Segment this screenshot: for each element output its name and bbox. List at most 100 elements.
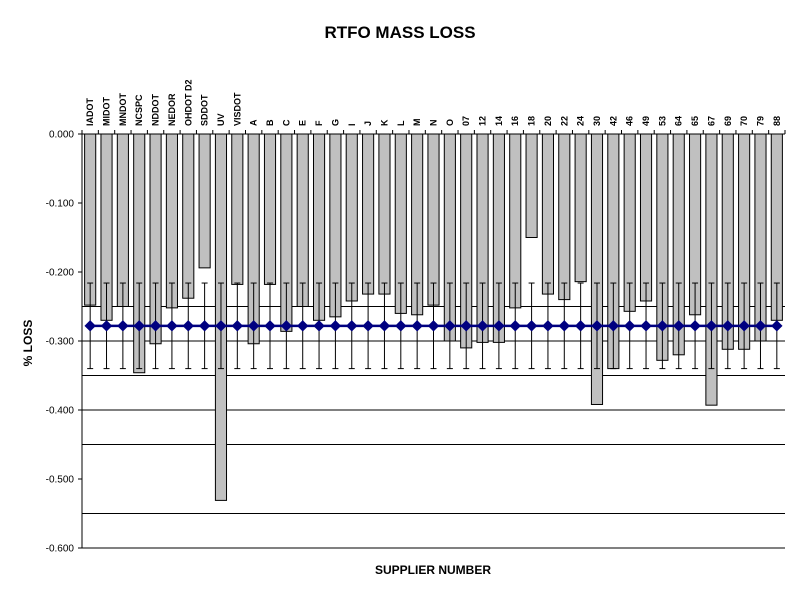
axes: 0.000 -0.100 -0.200 -0.300 -0.400 -0.500 -0.60…: [46, 130, 786, 555]
mean-marker: [640, 320, 652, 332]
mean-marker: [395, 320, 407, 332]
bar: [541, 133, 555, 295]
category-label: 12: [478, 116, 488, 126]
category-label: 22: [559, 116, 569, 126]
mean-marker: [378, 320, 391, 332]
category-label: O: [445, 119, 455, 126]
category-label: NCSPC: [134, 94, 144, 126]
mean-marker: [247, 320, 260, 332]
category-label: 49: [641, 116, 651, 126]
category-label: 88: [772, 116, 782, 126]
bars: [84, 133, 783, 501]
mean-marker: [182, 320, 194, 332]
bar: [639, 133, 653, 302]
y-tick-label: 0.000: [49, 130, 74, 141]
mean-marker: [149, 320, 162, 332]
mean-marker: [166, 320, 178, 332]
category-label: 07: [461, 116, 471, 126]
category-label: 30: [592, 116, 602, 126]
bar: [525, 133, 538, 238]
chart-title: RTFO MASS LOSS: [324, 23, 475, 42]
mean-marker: [542, 320, 554, 332]
mean-marker: [623, 320, 636, 332]
category-label: 64: [674, 116, 684, 126]
mean-series: [84, 282, 783, 370]
mean-marker: [133, 320, 145, 332]
bar: [296, 133, 309, 307]
category-label: MIDOT: [102, 97, 112, 126]
mean-marker: [411, 320, 423, 332]
mean-marker: [117, 320, 129, 332]
mean-marker: [329, 320, 342, 332]
category-label: N: [429, 120, 439, 127]
category-label: NDDOT: [151, 94, 161, 126]
category-label: A: [249, 119, 259, 126]
category-label: 24: [576, 116, 586, 126]
category-label: 16: [510, 116, 520, 126]
category-label: 79: [755, 116, 765, 126]
bar: [182, 133, 195, 299]
category-label: F: [314, 120, 324, 126]
bar: [263, 133, 277, 285]
category-label: MNDOT: [118, 93, 128, 126]
bar: [84, 133, 97, 306]
mean-marker: [525, 320, 538, 332]
mean-marker: [509, 320, 521, 332]
category-label: 46: [625, 116, 635, 126]
mean-marker: [738, 320, 750, 332]
bar: [198, 133, 211, 269]
category-label: 69: [723, 116, 733, 126]
bar: [345, 133, 358, 302]
bar: [165, 133, 178, 309]
mean-marker: [574, 320, 587, 332]
category-label: 70: [739, 116, 749, 126]
mean-marker: [722, 320, 734, 332]
mean-marker: [771, 320, 783, 332]
bar: [378, 133, 391, 295]
bar: [427, 133, 440, 306]
category-label: VISDOT: [232, 92, 242, 126]
mean-marker: [656, 320, 669, 332]
x-axis-title: SUPPLIER NUMBER: [375, 563, 491, 577]
mean-marker: [476, 320, 489, 332]
mean-marker: [362, 320, 374, 332]
category-label: IADOT: [85, 98, 95, 127]
bar: [509, 133, 522, 309]
mean-marker: [346, 320, 358, 332]
category-label: 53: [657, 116, 667, 126]
mean-marker: [198, 320, 211, 332]
category-label: 14: [494, 116, 504, 126]
mean-marker: [313, 320, 325, 332]
mean-marker: [460, 320, 472, 332]
bar: [362, 133, 375, 295]
mean-marker: [231, 320, 244, 332]
bar: [231, 133, 244, 285]
y-tick-label: -0.300: [46, 337, 75, 348]
mean-marker: [705, 320, 718, 332]
mean-marker: [444, 320, 456, 332]
mean-marker: [673, 320, 685, 332]
mean-marker: [689, 320, 701, 332]
bar: [558, 133, 571, 301]
category-label: SDDOT: [200, 94, 210, 126]
category-label: 42: [608, 116, 618, 126]
category-label: 65: [690, 116, 700, 126]
bar: [574, 133, 587, 283]
category-label: G: [330, 119, 340, 126]
mean-marker: [215, 320, 227, 332]
mean-marker: [264, 320, 276, 332]
y-tick-label: -0.200: [46, 268, 75, 279]
y-axis-title: % LOSS: [21, 320, 35, 367]
category-label: OHDOT D2: [183, 79, 193, 126]
mean-marker: [607, 320, 620, 332]
y-tick-label: -0.600: [46, 544, 75, 555]
mean-marker: [558, 320, 570, 332]
category-label: 67: [706, 116, 716, 126]
category-label: 20: [543, 116, 553, 126]
category-label: J: [363, 121, 373, 126]
y-tick-label: -0.100: [46, 199, 75, 210]
category-label: E: [298, 120, 308, 126]
category-label: I: [347, 123, 357, 126]
